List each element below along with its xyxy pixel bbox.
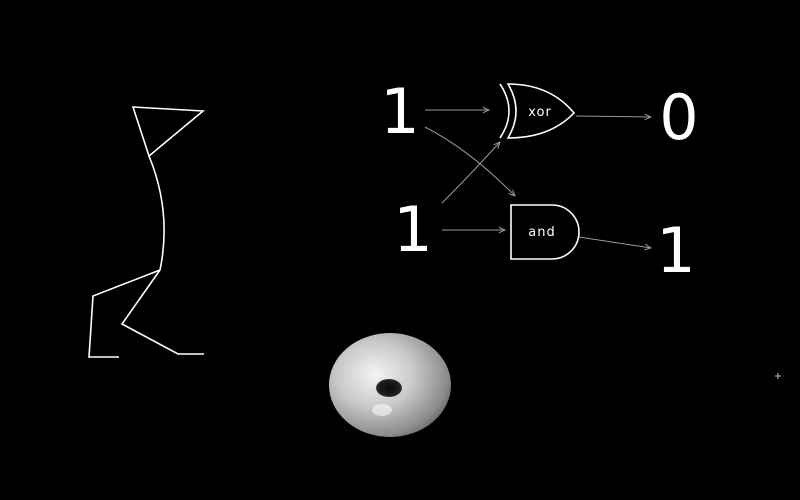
input-top-value: 1 (380, 75, 419, 148)
and-gate-body (510, 204, 580, 260)
wire-and-output (578, 236, 651, 248)
wire-xor-output (575, 116, 651, 117)
figure-front-leg (120, 269, 204, 355)
and-output-value: 1 (656, 214, 695, 287)
xor-gate: xor (499, 83, 576, 139)
and-gate-label: and (528, 225, 555, 240)
xor-gate-label: xor (528, 105, 552, 120)
figure-head (131, 106, 206, 158)
torus-hole (376, 379, 402, 397)
input-bottom-value: 1 (393, 193, 432, 266)
wire-bottom-to-xor (441, 142, 500, 204)
xor-gate-body (506, 83, 576, 139)
logic-circuit: 1 1 xor and 0 1 (380, 75, 698, 287)
figure-back-leg (88, 269, 161, 358)
and-gate: and (510, 204, 580, 260)
crosshair-cursor-icon (775, 373, 781, 379)
wire-top-to-and (424, 126, 515, 196)
figure-spine (148, 155, 165, 271)
torus-3d-icon (329, 333, 451, 437)
stick-figure-icon (88, 106, 206, 358)
torus-highlight (372, 404, 392, 416)
xor-gate-back-curve (499, 83, 510, 139)
xor-output-value: 0 (659, 81, 698, 154)
